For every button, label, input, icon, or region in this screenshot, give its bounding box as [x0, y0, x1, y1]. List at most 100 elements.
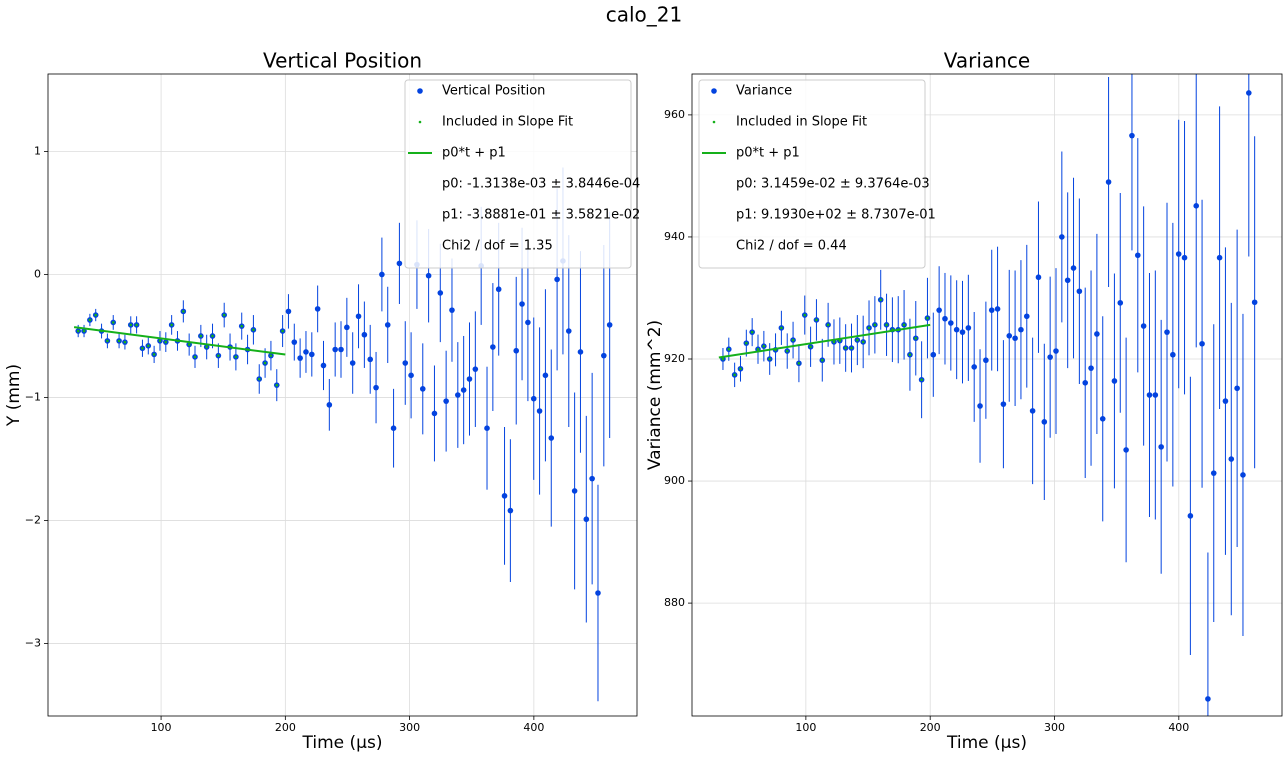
data-point	[1099, 416, 1106, 422]
legend: Vertical Position Included in Slope Fit p0…	[404, 79, 640, 269]
fit-included-point	[809, 345, 812, 349]
fit-included-point	[117, 339, 121, 343]
data-point	[396, 260, 403, 267]
fit-included-point	[269, 354, 273, 357]
fit-included-point	[263, 361, 267, 365]
data-point	[1076, 288, 1083, 295]
data-point	[1035, 274, 1042, 281]
y-tick-label: −3	[25, 636, 41, 649]
x-tick-label: 200	[920, 721, 941, 734]
legend-marker	[418, 120, 422, 124]
plot-area	[718, 74, 1258, 716]
data-point	[1012, 335, 1018, 342]
fit-included-point	[920, 378, 923, 382]
data-point	[309, 351, 315, 358]
data-point	[1088, 365, 1094, 371]
data-point	[1140, 323, 1147, 329]
data-point	[466, 376, 473, 382]
data-point	[530, 395, 537, 402]
x-tick-label: 100	[795, 721, 816, 734]
data-point	[361, 331, 368, 338]
data-point	[443, 398, 449, 404]
data-point	[460, 387, 467, 393]
y-tick-label: 0	[34, 267, 41, 280]
data-point	[1023, 313, 1030, 320]
fit-included-point	[76, 329, 80, 333]
axes-frame	[47, 73, 638, 717]
fit-included-point	[780, 326, 783, 330]
data-point	[1175, 251, 1182, 257]
fit-included-point	[908, 353, 912, 357]
data-point	[1053, 348, 1059, 354]
fit-included-point	[850, 346, 853, 350]
data-point	[536, 408, 543, 414]
data-point	[1134, 252, 1141, 259]
data-point	[419, 386, 426, 392]
legend-note: Chi2 / dof = 0.44	[736, 239, 847, 254]
x-tick-label: 400	[523, 721, 544, 734]
data-point	[495, 286, 502, 293]
fit-included-point	[914, 336, 918, 340]
fit-included-point	[252, 328, 255, 332]
fit-included-point	[129, 323, 133, 327]
data-point	[338, 346, 344, 353]
fit-included-point	[199, 334, 203, 338]
data-point	[936, 307, 942, 313]
data-point	[431, 410, 438, 417]
data-point	[988, 307, 995, 313]
fit-included-point	[785, 349, 789, 353]
fit-included-point	[926, 316, 929, 320]
data-point	[1111, 378, 1118, 384]
data-point	[1070, 265, 1077, 271]
data-point	[379, 271, 385, 278]
data-point	[1164, 329, 1170, 335]
y-tick-label: 900	[664, 474, 685, 487]
legend-marker	[417, 88, 423, 94]
data-point	[1181, 254, 1188, 261]
axes-frame	[691, 73, 1283, 717]
fit-included-point	[867, 326, 871, 330]
data-point	[1105, 179, 1112, 185]
y-tick-label: 960	[664, 108, 685, 121]
x-tick-label: 200	[275, 721, 296, 734]
data-point	[994, 306, 1001, 312]
data-point	[472, 366, 479, 372]
fit-included-point	[797, 361, 801, 365]
data-point	[1222, 398, 1229, 404]
fit-included-point	[745, 341, 748, 345]
data-point	[373, 384, 379, 391]
data-point	[525, 319, 531, 326]
data-point	[542, 372, 549, 379]
data-point	[455, 392, 461, 398]
data-point	[1064, 277, 1071, 284]
data-point	[1193, 203, 1200, 209]
plot-area	[73, 167, 613, 702]
data-point	[1123, 447, 1129, 453]
data-point	[1094, 331, 1100, 337]
data-point	[1234, 385, 1240, 392]
data-point	[977, 403, 983, 409]
data-point	[1000, 401, 1007, 407]
data-point	[449, 307, 455, 313]
data-point	[1006, 333, 1013, 339]
data-point	[490, 344, 496, 350]
y-tick-label: 920	[664, 352, 685, 365]
data-point	[1146, 392, 1153, 398]
data-point	[390, 425, 397, 432]
legend: Variance Included in Slope Fit p0*t + p1 p0…	[698, 79, 936, 269]
legend-label: Included in Slope Fit	[736, 115, 867, 130]
data-point	[332, 346, 338, 353]
legend-label: Vertical Position	[442, 84, 545, 99]
legend-label: Variance	[736, 84, 792, 99]
fit-included-point	[733, 373, 736, 377]
data-point	[1187, 513, 1194, 519]
x-tick-label: 300	[1044, 721, 1065, 734]
y-tick-label: 940	[664, 230, 685, 243]
legend-note: p0: -1.3138e-03 ± 3.8446e-04	[442, 177, 640, 192]
data-point	[1216, 254, 1223, 261]
data-point	[971, 364, 977, 370]
data-point	[1158, 444, 1164, 450]
data-point	[367, 356, 374, 363]
